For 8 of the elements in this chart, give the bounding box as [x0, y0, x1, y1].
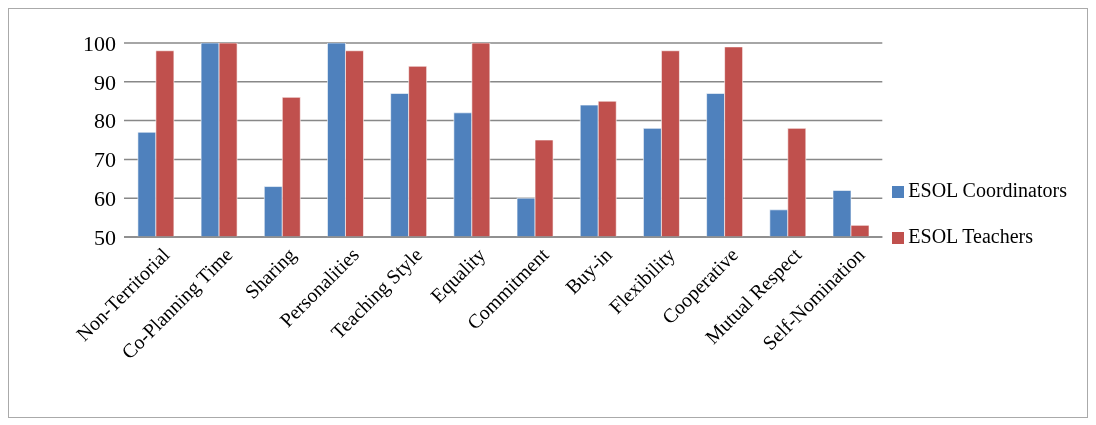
legend-label: ESOL Teachers: [908, 225, 1033, 247]
y-tick-label: 50: [94, 224, 116, 250]
y-tick-label: 90: [94, 69, 116, 95]
y-tick-label: 80: [94, 108, 116, 134]
y-tick-label: 60: [94, 186, 116, 212]
y-tick-label: 100: [83, 30, 116, 56]
y-tick-label: 70: [94, 147, 116, 173]
legend-label: ESOL Coordinators: [908, 179, 1067, 201]
